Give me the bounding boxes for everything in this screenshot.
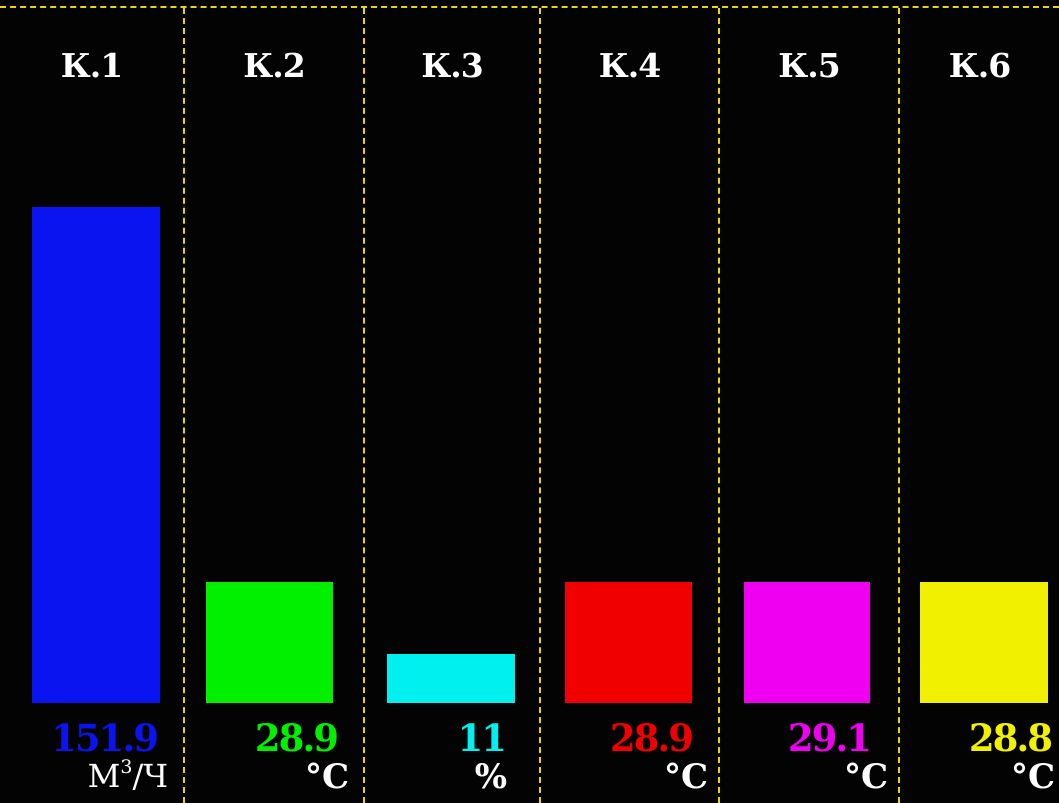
channel-4-unit: °С — [663, 757, 708, 797]
channel-4: К.4 28.9 °С — [541, 0, 718, 803]
channel-2-label: К.2 — [243, 46, 305, 85]
channel-5-unit: °С — [843, 757, 888, 797]
channel-1-label: К.1 — [60, 46, 123, 85]
channel-6-value: 28.8 — [968, 716, 1053, 760]
channel-6-unit: °С — [1010, 757, 1055, 797]
channel-3-bar — [387, 654, 515, 703]
channel-4-label: К.4 — [598, 46, 661, 85]
channel-divider-3 — [539, 8, 541, 803]
channel-divider-1 — [183, 8, 185, 803]
channel-3-unit: % — [474, 757, 507, 797]
channel-1-unit-base: М — [87, 757, 121, 795]
channel-divider-2 — [363, 8, 365, 803]
channel-2-bar — [206, 582, 333, 703]
channel-3-label: К.3 — [421, 46, 483, 85]
channel-1-unit: М3/Ч — [87, 757, 168, 795]
channel-2-unit: °С — [304, 757, 349, 797]
top-dashed-border — [0, 6, 1059, 8]
channel-2-value: 28.9 — [254, 716, 339, 760]
channel-4-bar — [565, 582, 692, 703]
channel-1-unit-tail: /Ч — [132, 757, 168, 795]
channel-5-bar — [744, 582, 870, 703]
channel-6-label: К.6 — [948, 46, 1011, 85]
channel-4-value: 28.9 — [609, 716, 694, 760]
channel-1-bar — [32, 207, 160, 703]
channel-divider-4 — [718, 8, 720, 803]
channel-3: К.3 11 % — [365, 0, 539, 803]
channel-divider-5 — [898, 8, 900, 803]
channel-1: К.1 151.9 М3/Ч — [0, 0, 183, 803]
channel-3-value: 11 — [457, 716, 507, 760]
channel-5: К.5 29.1 °С — [720, 0, 898, 803]
channel-1-value: 151.9 — [51, 716, 159, 760]
channel-5-value: 29.1 — [787, 716, 872, 760]
channel-6: К.6 28.8 °С — [900, 0, 1059, 803]
channel-1-unit-sup: 3 — [120, 756, 133, 778]
channel-2: К.2 28.9 °С — [185, 0, 363, 803]
channel-6-bar — [920, 582, 1048, 703]
channel-5-label: К.5 — [778, 46, 840, 85]
